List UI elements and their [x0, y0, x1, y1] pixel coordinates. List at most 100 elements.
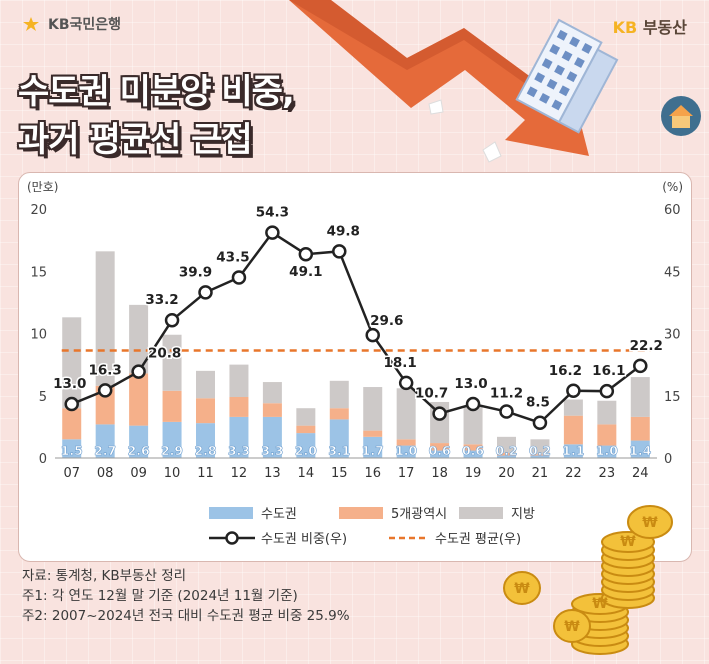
bank-name: KB국민은행: [48, 17, 122, 33]
share-value-label: 11.2: [490, 386, 523, 402]
x-tick-label: 09: [130, 466, 147, 481]
share-value-label: 8.5: [526, 395, 550, 411]
bar-provincial: [396, 388, 416, 440]
x-tick-label: 24: [632, 466, 649, 481]
share-value-label: 22.2: [630, 338, 663, 354]
svg-text:₩: ₩: [642, 515, 658, 531]
share-value-label: 10.7: [415, 386, 448, 402]
share-point: [164, 312, 180, 328]
bar-value-label: 2.8: [194, 443, 216, 458]
bar-provincial: [497, 436, 516, 454]
share-point: [532, 415, 548, 430]
bar-provincial: [262, 382, 282, 404]
bar-capital: [262, 416, 282, 458]
chart-panel: (만호) (%) 0 5 10 15 20 0 15 30 45 60 1.5 2.7 2.6 2.9 2.8 3…: [18, 172, 692, 562]
bar-provincial: [196, 370, 215, 399]
x-tick-label: 20: [498, 466, 515, 481]
bar-provincial: [129, 304, 149, 374]
y-right-tick: 45: [664, 265, 681, 280]
y-left-tick: 20: [30, 203, 47, 218]
share-point: [97, 383, 113, 398]
bar-metro: [463, 444, 483, 451]
x-tick-label: 12: [231, 466, 248, 481]
bar-metro: [162, 390, 182, 422]
share-value-label: 43.5: [216, 249, 249, 265]
bar-capital: [62, 439, 82, 458]
bar-value-label: 2.0: [295, 443, 317, 458]
share-value-label: 16.1: [592, 363, 625, 379]
y-right-unit: (%): [662, 180, 683, 194]
footnote-1: 주1: 각 연도 12월 말 기준 (2024년 11월 기준): [22, 588, 298, 604]
share-point: [499, 404, 514, 419]
bar-value-label: 0.2: [529, 443, 551, 458]
x-tick-label: 08: [97, 466, 114, 481]
bar-value-label: 0.6: [429, 443, 451, 458]
bar-metro: [396, 439, 416, 446]
bar-metro: [597, 424, 617, 446]
share-value-label: 54.3: [256, 205, 289, 221]
legend-swatch: [339, 507, 383, 519]
share-point: [231, 270, 247, 285]
bar-metro: [329, 408, 349, 420]
share-value-label: 18.1: [384, 355, 417, 371]
y-right-tick: 15: [664, 390, 681, 405]
bar-value-label: 1.7: [362, 443, 384, 458]
bar-provincial: [62, 317, 82, 409]
share-point: [599, 383, 615, 399]
down-trend-arrow-icon: [289, 0, 701, 163]
x-tick-label: 07: [63, 466, 80, 481]
share-point: [265, 225, 280, 240]
bar-capital: [229, 416, 249, 458]
svg-text:₩: ₩: [592, 596, 608, 612]
bar-capital: [329, 419, 349, 458]
share-point: [566, 383, 581, 399]
bar-value-label: 2.7: [94, 443, 116, 458]
bar-value-label: 1.0: [395, 443, 417, 458]
x-tick-label: 18: [431, 466, 448, 481]
bar-value-label: 3.1: [328, 443, 350, 458]
page-title-line2: 과거 평균선 근접: [18, 120, 253, 160]
svg-text:₩: ₩: [514, 581, 530, 597]
bar-value-label: 1.0: [596, 443, 618, 458]
share-point: [131, 364, 146, 379]
share-point: [432, 406, 447, 421]
brand-kb: KB: [612, 18, 638, 37]
legend-label: 수도권 평균(우): [435, 532, 521, 547]
bar-metro: [262, 403, 282, 417]
bar-value-label: 1.4: [629, 443, 651, 458]
y-left-tick: 10: [30, 328, 47, 343]
legend-swatch: [209, 507, 253, 519]
apartment-building-icon: [515, 18, 619, 134]
legend-line-marker: [225, 531, 239, 545]
svg-text:₩: ₩: [564, 619, 580, 635]
bar-capital: [296, 433, 316, 458]
bar-provincial: [229, 364, 249, 397]
bar-metro: [497, 453, 516, 456]
share-point: [398, 375, 414, 391]
svg-text:₩: ₩: [620, 534, 636, 550]
x-tick-label: 13: [264, 466, 281, 481]
bar-capital: [396, 445, 416, 458]
bar-provincial: [563, 399, 583, 416]
bar-capital: [463, 450, 483, 458]
share-point: [332, 244, 347, 259]
share-value-label: 33.2: [145, 292, 178, 308]
x-tick-label: 22: [565, 466, 582, 481]
bar-value-label: 0.2: [495, 443, 517, 458]
bar-provincial: [329, 380, 349, 409]
share-value-label: 13.0: [454, 376, 487, 392]
y-right-tick: 0: [664, 452, 672, 467]
brand-name: 부동산: [642, 18, 687, 37]
bar-value-label: 1.1: [562, 443, 584, 458]
legend-swatch: [459, 507, 503, 519]
bar-metro: [630, 416, 650, 441]
bar-value-label: 3.3: [228, 443, 250, 458]
x-tick-label: 21: [532, 466, 549, 481]
x-tick-label: 10: [164, 466, 181, 481]
share-line: [71, 230, 642, 425]
y-right-tick: 60: [664, 203, 681, 218]
share-value-label: 16.2: [549, 363, 582, 379]
x-tick-label: 15: [331, 466, 348, 481]
bank-brand: KB국민은행: [20, 14, 121, 34]
share-value-label: 39.9: [179, 264, 212, 280]
